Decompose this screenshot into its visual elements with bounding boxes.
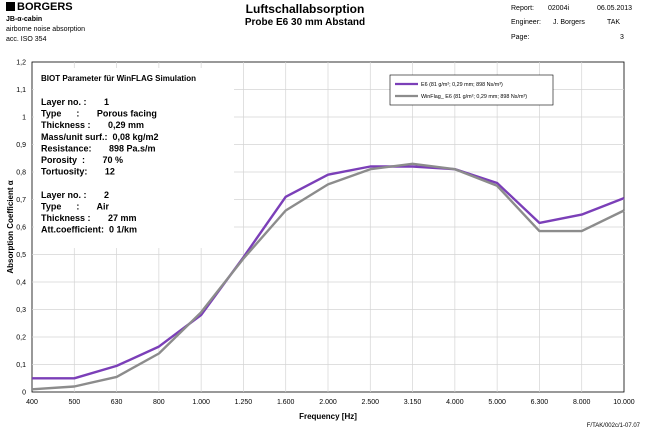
standard: acc. ISO 354	[6, 36, 47, 43]
report-date: 06.05.2013	[597, 5, 633, 12]
y-tick-label: 1,2	[16, 60, 26, 67]
y-tick-label: 1	[22, 115, 26, 122]
report-value: 02004i	[548, 5, 570, 12]
legend-label: E6 (81 g/m²; 0,29 mm; 898 Ns/m³)	[421, 82, 503, 88]
info-box-line: Type : Porous facing	[41, 109, 157, 119]
x-tick-label: 630	[111, 399, 123, 406]
x-tick-label: 6.300	[531, 399, 549, 406]
info-box-line: Mass/unit surf.: 0,08 kg/m2	[41, 132, 159, 142]
report-label: Report:	[511, 5, 534, 12]
y-tick-label: 0,8	[16, 170, 26, 177]
info-box-line: Att.coefficient: 0 1/km	[41, 225, 137, 235]
engineer-code: TAK	[607, 19, 621, 26]
x-tick-label: 3.150	[404, 399, 422, 406]
x-tick-label: 4.000	[446, 399, 464, 406]
info-box-line: Porosity : 70 %	[41, 155, 123, 165]
x-tick-label: 1.000	[192, 399, 210, 406]
info-box	[34, 68, 234, 248]
info-box-line: Tortuosity: 12	[41, 167, 115, 177]
footer-code: F/TAK/002c/1-07.07	[586, 423, 640, 429]
x-tick-label: 8.000	[573, 399, 591, 406]
y-tick-label: 0,9	[16, 142, 26, 149]
x-tick-label: 10.000	[613, 399, 635, 406]
test-type: airborne noise absorption	[6, 26, 85, 33]
series-line-1	[32, 165, 625, 380]
brand-name: BORGERS	[17, 1, 73, 13]
x-tick-label: 500	[68, 399, 80, 406]
info-box-title: BIOT Parameter für WinFLAG Simulation	[41, 74, 196, 83]
page-label: Page:	[511, 34, 530, 41]
info-box-line: Thickness : 27 mm	[41, 213, 137, 223]
info-box-line: Thickness : 0,29 mm	[41, 120, 144, 130]
engineer-label: Engineer:	[511, 19, 541, 26]
y-tick-label: 0,4	[16, 280, 26, 287]
page-title: Luftschallabsorption	[245, 2, 365, 16]
legend-box	[389, 74, 554, 106]
y-axis-label: Absorption Coefficient α	[6, 180, 15, 273]
y-tick-label: 1,1	[16, 87, 26, 94]
x-tick-label: 2.000	[319, 399, 337, 406]
lab-name: JB-α-cabin	[6, 16, 43, 23]
y-tick-label: 0,6	[16, 225, 26, 232]
y-tick-label: 0,5	[16, 252, 26, 259]
legend-label: WinFlag_ E6 (81 g/m²; 0,29 mm; 898 Ns/m³…	[421, 94, 527, 100]
x-tick-label: 800	[153, 399, 165, 406]
info-box-line: Type : Air	[41, 201, 110, 211]
engineer-value: J. Borgers	[553, 19, 585, 26]
y-tick-label: 0,2	[16, 335, 26, 342]
page-number: 3	[620, 34, 624, 41]
series-line-2	[31, 162, 625, 391]
info-box-line: Resistance: 898 Pa.s/m	[41, 143, 156, 153]
y-tick-label: 0,1	[16, 362, 26, 369]
x-tick-label: 2.500	[362, 399, 380, 406]
x-tick-label: 1.250	[235, 399, 253, 406]
x-tick-label: 400	[26, 399, 38, 406]
x-tick-label: 5.000	[488, 399, 506, 406]
x-axis-label: Frequency [Hz]	[299, 412, 357, 421]
info-box-line: Layer no. : 2	[41, 190, 109, 200]
page-subtitle: Probe E6 30 mm Abstand	[244, 17, 366, 28]
brand-logo: BORGERS	[6, 1, 73, 13]
y-tick-label: 0,7	[16, 197, 26, 204]
x-tick-label: 1.600	[277, 399, 295, 406]
logo-square-icon	[6, 2, 15, 11]
y-tick-label: 0	[22, 390, 26, 397]
info-box-line: Layer no. : 1	[41, 97, 109, 107]
y-tick-label: 0,3	[16, 307, 26, 314]
